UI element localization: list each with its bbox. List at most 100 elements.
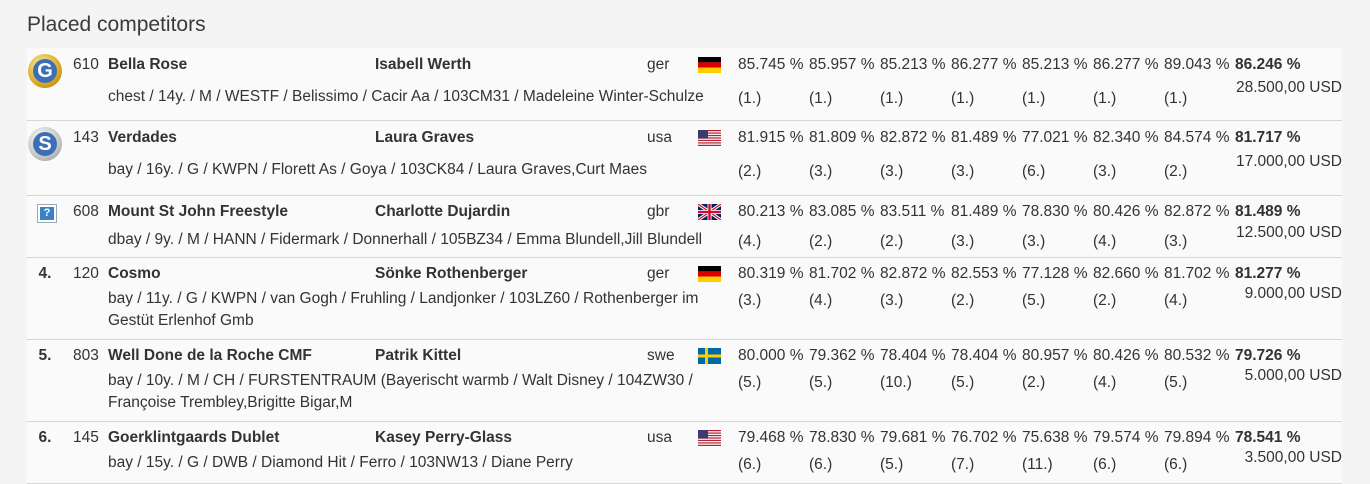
judge-score: 80.532 % — [1164, 347, 1230, 364]
judge-placing: (4.) — [1093, 233, 1117, 250]
judge-score: 81.702 % — [809, 265, 875, 282]
medal-letter: G — [33, 59, 57, 83]
gold-medal-icon: G — [28, 54, 62, 88]
start-number: 803 — [73, 347, 99, 364]
judge-placing: (2.) — [738, 163, 762, 180]
judge-score: 79.574 % — [1093, 429, 1159, 446]
rider-name[interactable]: Isabell Werth — [375, 56, 472, 73]
judge-placing: (6.) — [809, 456, 833, 473]
competitor-row[interactable]: ? 608 Mount St John Freestyle Charlotte Duj… — [27, 196, 1342, 258]
horse-details: bay / 10y. / M / CH / FURSTENTRAUM (Baye… — [108, 372, 693, 411]
total-score: 78.541 % — [1235, 429, 1301, 446]
prize-money: 17.000,00 USD — [1236, 153, 1342, 170]
horse-name[interactable]: Verdades — [108, 129, 177, 146]
judge-placing: (11.) — [1022, 456, 1053, 473]
rider-name[interactable]: Laura Graves — [375, 129, 475, 146]
judge-placing: (3.) — [738, 292, 762, 309]
total-score: 86.246 % — [1235, 56, 1301, 73]
judge-score: 75.638 % — [1022, 429, 1088, 446]
judge-score: 79.894 % — [1164, 429, 1230, 446]
judge-placing: (3.) — [880, 163, 904, 180]
competitor-row[interactable]: S 143 Verdades Laura Graves usa 81.915 % 81.80… — [27, 121, 1342, 196]
judge-placing: (6.) — [1093, 456, 1117, 473]
judge-score: 82.872 % — [1164, 203, 1230, 220]
judge-score: 78.404 % — [880, 347, 946, 364]
judge-placing: (1.) — [738, 90, 762, 107]
judge-placing: (3.) — [1164, 233, 1188, 250]
start-number: 610 — [73, 56, 99, 73]
judge-placing: (2.) — [809, 233, 833, 250]
judge-placing: (4.) — [1093, 374, 1117, 391]
judge-score: 80.213 % — [738, 203, 804, 220]
judge-placing: (6.) — [738, 456, 762, 473]
start-number: 120 — [73, 265, 99, 282]
judge-placing: (4.) — [809, 292, 833, 309]
judge-score: 78.830 % — [1022, 203, 1088, 220]
usa-flag-icon — [698, 430, 721, 446]
competitor-row[interactable]: G 610 Bella Rose Isabell Werth ger 85.745 % 85… — [27, 48, 1342, 121]
nation-code: gbr — [647, 203, 670, 220]
judge-score: 82.553 % — [951, 265, 1017, 282]
judge-score: 84.574 % — [1164, 129, 1230, 146]
horse-name[interactable]: Cosmo — [108, 265, 161, 282]
start-number: 145 — [73, 429, 99, 446]
judge-score: 79.681 % — [880, 429, 946, 446]
judge-placing: (5.) — [880, 456, 904, 473]
judge-placing: (10.) — [880, 374, 912, 391]
sweden-flag-icon — [698, 348, 721, 364]
judge-placing: (3.) — [809, 163, 833, 180]
total-score: 79.726 % — [1235, 347, 1301, 364]
judge-score: 83.511 % — [880, 203, 945, 220]
judge-placing: (1.) — [880, 90, 904, 107]
judge-score: 80.319 % — [738, 265, 804, 282]
judge-placing: (2.) — [880, 233, 904, 250]
judge-placing: (2.) — [951, 292, 975, 309]
judge-placing: (5.) — [738, 374, 762, 391]
judge-score: 86.277 % — [951, 56, 1017, 73]
horse-name[interactable]: Goerklintgaards Dublet — [108, 429, 280, 446]
rider-name[interactable]: Charlotte Dujardin — [375, 203, 511, 220]
results-table: G 610 Bella Rose Isabell Werth ger 85.745 % 85… — [27, 48, 1342, 484]
start-number: 608 — [73, 203, 99, 220]
judge-score: 79.362 % — [809, 347, 875, 364]
horse-name[interactable]: Mount St John Freestyle — [108, 203, 288, 220]
judge-placing: (5.) — [809, 374, 833, 391]
prize-money: 9.000,00 USD — [1244, 285, 1342, 302]
bronze-placeholder-icon: ? — [37, 204, 57, 223]
nation-code: ger — [647, 265, 670, 282]
judge-score: 77.021 % — [1022, 129, 1088, 146]
horse-name[interactable]: Bella Rose — [108, 56, 188, 73]
total-score: 81.489 % — [1235, 203, 1301, 220]
judge-placing: (3.) — [880, 292, 904, 309]
judge-score: 78.830 % — [809, 429, 875, 446]
competitor-row[interactable]: 6. 145 Goerklintgaards Dublet Kasey Perry-G… — [27, 422, 1342, 484]
total-score: 81.717 % — [1235, 129, 1301, 146]
rider-name[interactable]: Patrik Kittel — [375, 347, 462, 364]
prize-money: 3.500,00 USD — [1244, 449, 1342, 466]
start-number: 143 — [73, 129, 99, 146]
judge-score: 78.404 % — [951, 347, 1017, 364]
horse-name[interactable]: Well Done de la Roche CMF — [108, 347, 312, 364]
uk-flag-icon — [698, 204, 721, 220]
horse-details: dbay / 9y. / M / HANN / Fidermark / Donn… — [108, 231, 703, 248]
judge-score: 85.213 % — [880, 56, 946, 73]
nation-code: swe — [647, 347, 675, 364]
judge-placing: (5.) — [951, 374, 975, 391]
judge-score: 83.085 % — [809, 203, 875, 220]
usa-flag-icon — [698, 130, 721, 146]
judge-placing: (3.) — [951, 233, 975, 250]
competitor-row[interactable]: 4. 120 Cosmo Sönke Rothenberger ger 80.319 % 8… — [27, 258, 1342, 340]
judge-placing: (2.) — [1022, 374, 1046, 391]
rank: 5. — [38, 347, 52, 364]
judge-placing: (2.) — [1164, 163, 1188, 180]
competitor-row[interactable]: 5. 803 Well Done de la Roche CMF Patrik Kit… — [27, 340, 1342, 422]
judge-placing: (4.) — [738, 233, 762, 250]
judge-score: 81.702 % — [1164, 265, 1230, 282]
judge-placing: (5.) — [1164, 374, 1188, 391]
nation-code: ger — [647, 56, 670, 73]
rider-name[interactable]: Sönke Rothenberger — [375, 265, 528, 282]
rider-name[interactable]: Kasey Perry-Glass — [375, 429, 513, 446]
prize-money: 5.000,00 USD — [1244, 367, 1342, 384]
judge-score: 76.702 % — [951, 429, 1017, 446]
judge-score: 80.957 % — [1022, 347, 1088, 364]
